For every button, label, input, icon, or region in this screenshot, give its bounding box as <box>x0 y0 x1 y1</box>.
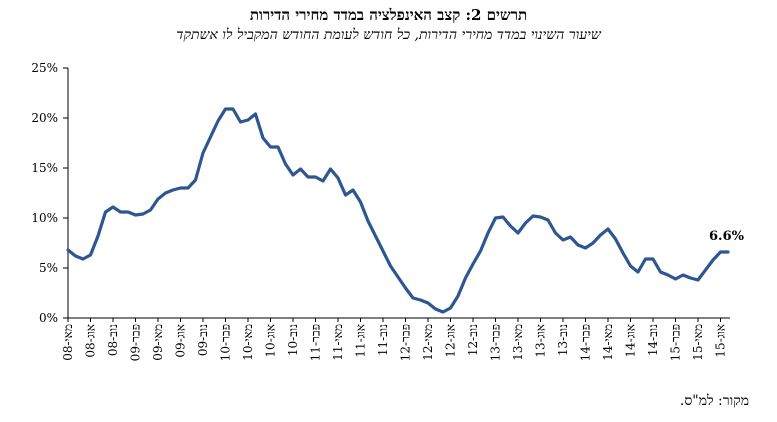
x-tick-label: אוג-14 <box>624 324 638 358</box>
x-tick-label: נוב-09 <box>196 324 210 356</box>
x-tick-label: אוג-12 <box>444 324 458 358</box>
x-tick-label: אוג-08 <box>84 324 98 358</box>
chart-title: תרשים 2: קצב האינפלציה במדד מחירי הדירות <box>249 6 528 24</box>
x-tick-label: נוב-14 <box>646 324 660 356</box>
x-tick-label: פבר-09 <box>129 324 143 361</box>
x-tick-label: מאי-15 <box>691 324 705 361</box>
x-tick-label: מאי-10 <box>241 324 255 361</box>
x-tick-label: מאי-09 <box>151 324 165 361</box>
x-tick-label: מאי-08 <box>61 324 75 361</box>
x-tick-label: נוב-08 <box>106 324 120 356</box>
x-tick-label: פבר-13 <box>489 324 503 361</box>
x-tick-label: אוג-15 <box>714 324 728 358</box>
x-tick-label: פבר-11 <box>309 324 323 361</box>
x-tick-label: פבר-15 <box>669 324 683 361</box>
x-tick-label: אוג-13 <box>534 324 548 358</box>
x-tick-label: מאי-14 <box>601 324 615 361</box>
source-note: מקור: למ"ס. <box>679 393 749 409</box>
last-value-annotation: 6.6% <box>709 229 745 244</box>
x-tick-label: פבר-12 <box>399 324 413 361</box>
x-tick-label: נוב-11 <box>376 324 390 356</box>
x-tick-label: מאי-12 <box>421 324 435 361</box>
y-tick-label: 5% <box>39 261 58 275</box>
x-tick-label: מאי-13 <box>511 324 525 361</box>
x-axis: מאי-08 אוג-08 נוב-08 פבר-09 מאי-09 אוג-09 נוב-… <box>61 317 730 361</box>
chart-subtitle: שיעור השינוי במדד מחירי הדירות, כל חודש … <box>176 27 601 43</box>
y-axis: 0% 5% 10% 15% 20% 25% <box>31 61 69 325</box>
x-tick-label: פבר-10 <box>219 324 233 361</box>
x-tick-label: נוב-13 <box>556 324 570 356</box>
x-tick-label: אוג-10 <box>264 324 278 358</box>
y-tick-label: 25% <box>31 61 58 75</box>
x-tick-label: נוב-12 <box>466 324 480 356</box>
x-tick-label: אוג-11 <box>354 324 368 358</box>
y-tick-label: 10% <box>31 211 58 225</box>
x-tick-label: מאי-11 <box>331 324 345 361</box>
y-tick-label: 20% <box>31 111 58 125</box>
y-tick-label: 0% <box>39 311 58 325</box>
series-layer <box>66 107 730 314</box>
series-line <box>66 107 730 314</box>
x-tick-label: אוג-09 <box>174 324 188 358</box>
x-tick-label: פבר-14 <box>579 324 593 361</box>
annotation-layer: 6.6% <box>709 229 745 244</box>
x-tick-label: נוב-10 <box>286 324 300 356</box>
y-tick-label: 15% <box>31 161 58 175</box>
